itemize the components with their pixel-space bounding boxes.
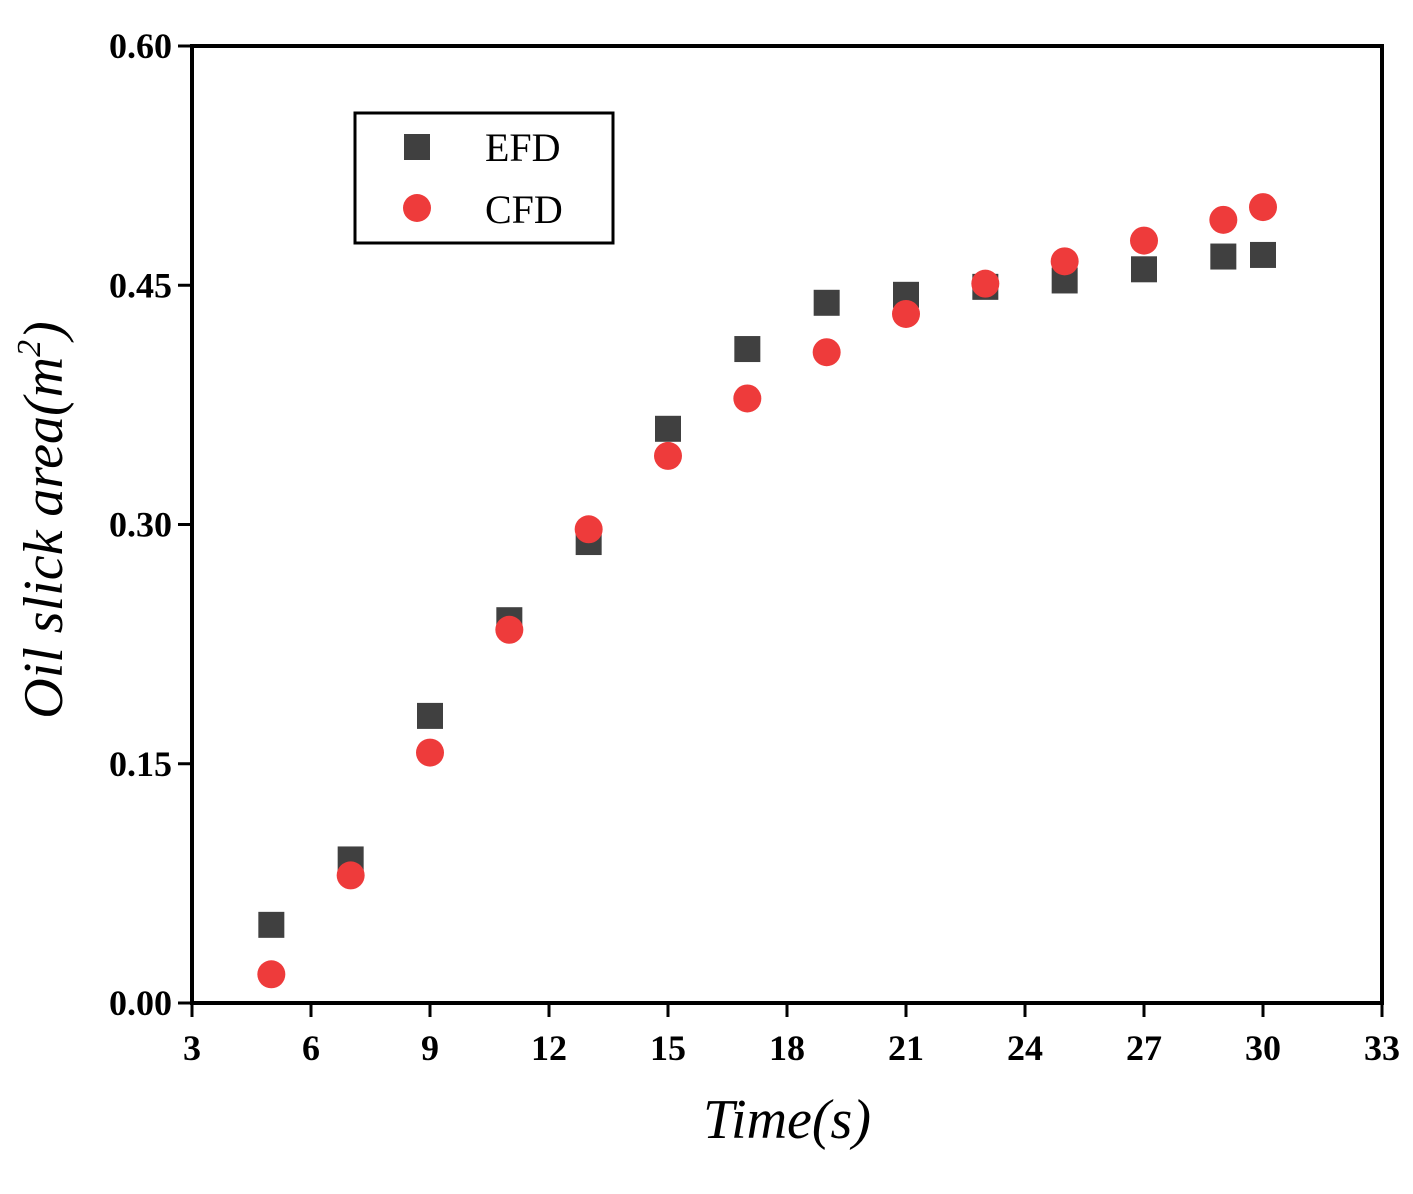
- x-tick-label: 9: [421, 1028, 439, 1068]
- efd-point: [1210, 243, 1237, 270]
- efd-point: [734, 336, 761, 363]
- y-tick-label: 0.30: [109, 505, 172, 545]
- cfd-point: [733, 384, 762, 413]
- cfd-point: [495, 615, 524, 644]
- legend-efd-label: EFD: [485, 125, 561, 170]
- y-tick-label: 0.45: [109, 265, 172, 305]
- y-axis-title: Oil slick area(m2): [11, 321, 75, 719]
- legend-cfd-label: CFD: [485, 187, 563, 232]
- efd-point: [417, 702, 443, 729]
- cfd-point: [812, 338, 841, 367]
- x-tick-label: 24: [1007, 1028, 1043, 1068]
- cfd-point: [257, 960, 286, 989]
- legend: EFD CFD: [353, 111, 615, 245]
- x-tick-label: 27: [1126, 1028, 1162, 1068]
- y-axis-title-close: ): [13, 321, 75, 343]
- efd-point: [813, 289, 840, 316]
- efd-point: [258, 911, 285, 938]
- legend-box: [353, 111, 615, 245]
- cfd-point: [416, 738, 444, 767]
- x-axis-title: Time(s): [703, 1089, 871, 1151]
- x-tick-label: 15: [650, 1028, 686, 1068]
- x-tick-label: 30: [1245, 1028, 1281, 1068]
- data-marks: [257, 193, 1277, 989]
- cfd-point: [654, 441, 682, 470]
- x-tick-label: 6: [302, 1028, 320, 1068]
- x-tick-label: 3: [183, 1028, 201, 1068]
- cfd-point: [1209, 205, 1238, 234]
- legend-cfd-marker: [403, 194, 431, 222]
- cfd-point: [1050, 247, 1079, 276]
- x-tick-label: 12: [531, 1028, 567, 1068]
- cfd-point: [971, 269, 1000, 298]
- cfd-point: [1249, 193, 1277, 222]
- cfd-point: [892, 299, 920, 328]
- x-tick-label: 18: [769, 1028, 805, 1068]
- efd-point: [655, 415, 681, 442]
- y-tick-label: 0.60: [109, 26, 172, 66]
- y-tick-label: 0.15: [109, 744, 172, 784]
- cfd-point: [336, 861, 365, 890]
- x-tick-label: 21: [888, 1028, 924, 1068]
- y-tick-label: 0.00: [109, 983, 172, 1023]
- y-axis-title-main: Oil slick area(m: [13, 357, 75, 719]
- x-tick-label: 33: [1364, 1028, 1400, 1068]
- legend-efd-marker: [404, 134, 430, 160]
- axis-ticks: 3 6 9 12 15 18 21 24 27 30 33 0.00 0.15 0.30 0.45 0.60: [109, 26, 1400, 1068]
- cfd-point: [1130, 226, 1158, 255]
- efd-point: [1250, 241, 1276, 268]
- cfd-point: [574, 515, 603, 544]
- efd-point: [1131, 256, 1157, 283]
- y-axis-title-superscript: 2: [11, 340, 48, 357]
